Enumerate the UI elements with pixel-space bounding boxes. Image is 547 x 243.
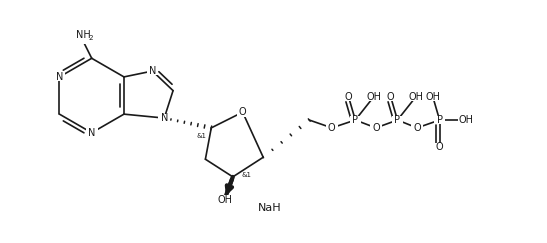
- Text: &1: &1: [196, 133, 206, 139]
- Text: OH: OH: [366, 92, 381, 102]
- FancyBboxPatch shape: [370, 123, 382, 132]
- Text: OH: OH: [425, 92, 440, 102]
- FancyBboxPatch shape: [326, 123, 337, 132]
- FancyBboxPatch shape: [425, 92, 440, 101]
- Text: P: P: [352, 115, 358, 125]
- FancyBboxPatch shape: [366, 92, 382, 101]
- Text: O: O: [372, 123, 380, 133]
- FancyBboxPatch shape: [147, 67, 158, 75]
- Text: P: P: [437, 115, 443, 125]
- Text: O: O: [413, 123, 421, 133]
- FancyBboxPatch shape: [411, 123, 423, 132]
- Text: &1: &1: [242, 172, 252, 178]
- FancyBboxPatch shape: [217, 195, 233, 205]
- Text: 2: 2: [89, 35, 93, 41]
- Text: O: O: [239, 107, 247, 117]
- FancyBboxPatch shape: [342, 92, 354, 101]
- Text: O: O: [345, 92, 352, 102]
- Text: OH: OH: [218, 195, 232, 205]
- Text: O: O: [387, 92, 394, 102]
- Text: OH: OH: [409, 92, 423, 102]
- FancyBboxPatch shape: [54, 72, 65, 81]
- FancyBboxPatch shape: [392, 116, 403, 124]
- Text: P: P: [394, 115, 400, 125]
- Text: N: N: [160, 113, 168, 123]
- FancyBboxPatch shape: [434, 143, 445, 152]
- FancyBboxPatch shape: [237, 108, 248, 117]
- FancyBboxPatch shape: [158, 114, 170, 122]
- FancyBboxPatch shape: [385, 92, 397, 101]
- FancyBboxPatch shape: [458, 116, 474, 124]
- Text: N: N: [149, 66, 156, 76]
- Text: N: N: [88, 128, 95, 138]
- Text: O: O: [436, 142, 444, 152]
- Text: NaH: NaH: [258, 203, 282, 213]
- Text: N: N: [56, 72, 63, 82]
- FancyBboxPatch shape: [86, 128, 97, 137]
- Text: NH: NH: [75, 30, 90, 40]
- Text: OH: OH: [458, 115, 474, 125]
- FancyBboxPatch shape: [408, 92, 424, 101]
- FancyBboxPatch shape: [350, 116, 360, 124]
- FancyBboxPatch shape: [434, 116, 445, 124]
- FancyBboxPatch shape: [63, 30, 98, 43]
- Text: O: O: [328, 123, 336, 133]
